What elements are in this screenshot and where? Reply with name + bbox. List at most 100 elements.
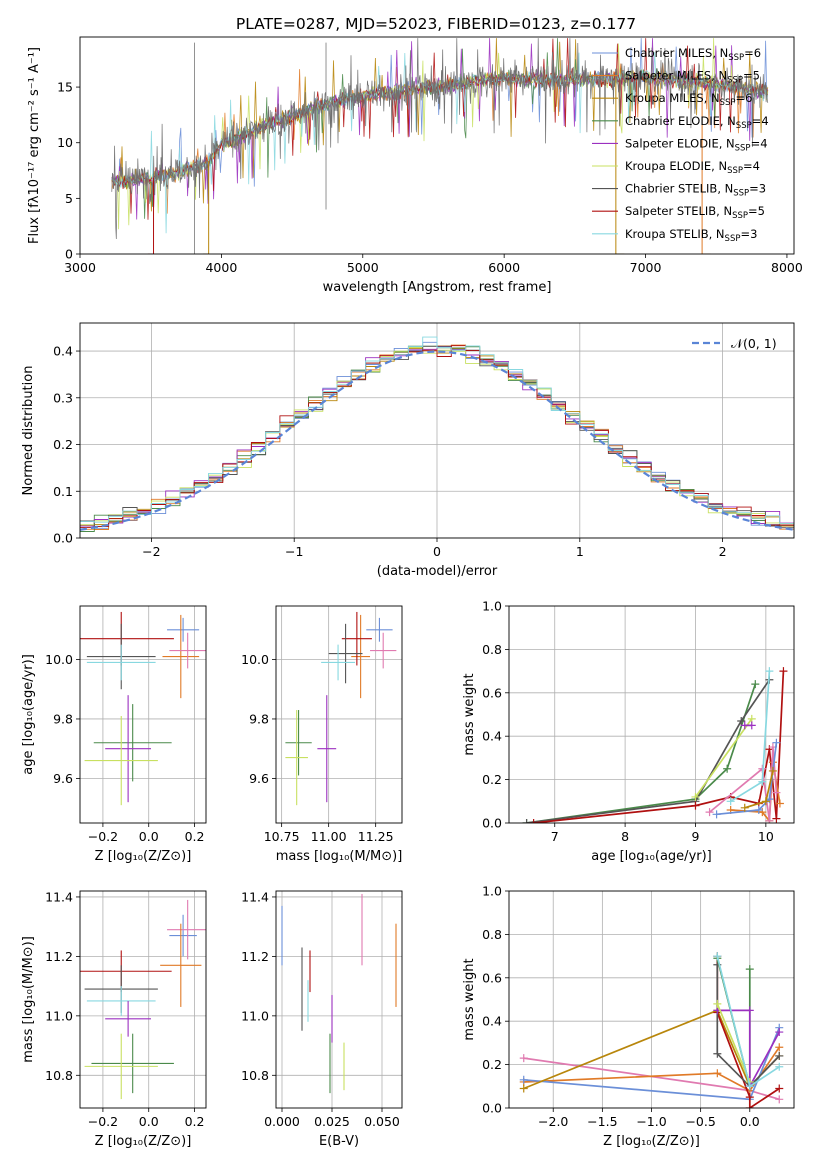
age_vs_Z-ytick-label: 9.6 — [53, 771, 73, 786]
mass_vs_Z-ylabel: mass [log₁₀(M/M⊙)] — [21, 936, 36, 1063]
residuals-ylabel: Normed distribution — [21, 366, 36, 496]
mass_weight_vs_Z-xtick-label: −1.0 — [636, 1114, 666, 1129]
mass-weight-marker — [754, 805, 763, 814]
mass-weight-marker — [745, 1093, 754, 1102]
mass-weight-marker — [775, 1095, 784, 1104]
mass-weight-marker — [772, 738, 781, 747]
legend-label-suffix: =3 — [740, 227, 757, 241]
mass-weight-marker — [519, 1075, 528, 1084]
mass_vs_Z-plot: −0.2 0.0 0.2 10.8 11.0 11.2 11.4 Z [log₁₀(Z/Z⊙)… — [21, 889, 207, 1149]
mass_vs_ebv-frame — [275, 890, 403, 1109]
mass-weight-marker — [779, 667, 788, 676]
mass_weight_vs_age-ytick-label: 0.2 — [482, 772, 502, 787]
residuals-xtick-label: −1 — [285, 544, 303, 559]
mass-weight-marker — [772, 814, 781, 823]
mass_weight_vs_Z-xtick-label: −0.5 — [685, 1114, 715, 1129]
age_vs_Z-ytick-label: 10.0 — [45, 652, 73, 667]
residuals-xtick-label: −2 — [142, 544, 160, 559]
mass_weight_vs_age-ytick-label: 1.0 — [482, 599, 502, 614]
mass-weight-marker — [775, 1028, 784, 1037]
mass_weight_vs_Z-plot: −2.0 −1.5 −1.0 −0.5 0.0 0.0 0.2 0.4 0.6 0.8 1.0 Z [… — [462, 884, 795, 1149]
spectrum-dropout-line — [615, 78, 625, 254]
plots-layer: 3000 4000 5000 6000 7000 8000051015wavelength… — [21, 36, 803, 1149]
legend-label-suffix: =5 — [743, 69, 760, 83]
mass-weight-line — [694, 718, 753, 798]
age_vs_Z-frame — [79, 605, 207, 824]
residuals-xtick-label: 1 — [576, 544, 584, 559]
mass_weight_vs_age-ylabel: mass weight — [462, 673, 477, 755]
mass_weight_vs_age-ytick-label: 0.0 — [482, 816, 502, 831]
legend-label-sub: SSP — [728, 53, 744, 63]
mass_vs_Z-ytick-label: 11.4 — [45, 889, 73, 904]
mass-weight-line — [716, 1003, 751, 1083]
mass_vs_Z-ytick-label: 10.8 — [45, 1068, 73, 1083]
mass-weight-marker — [737, 717, 746, 726]
spectrum-ytick-label: 15 — [57, 80, 73, 95]
spectrum-ytick-label: 10 — [57, 135, 73, 150]
mass_vs_Z-xtick-label: −0.2 — [88, 1114, 118, 1129]
age_vs_Z-xtick-label: 0.0 — [139, 829, 159, 844]
legend-label-sub: SSP — [727, 166, 743, 176]
mass_vs_Z-xtick-label: 0.0 — [139, 1114, 159, 1129]
legend-label-main: Salpeter STELIB, N — [625, 204, 732, 218]
age_vs_mass-xtick-label: 11.25 — [358, 829, 394, 844]
spectrum-xtick-label: 8000 — [771, 260, 803, 275]
legend-label: Kroupa MILES, NSSP=6 — [625, 91, 752, 108]
mass-weight-marker — [740, 803, 749, 812]
mass-weight-marker — [713, 1049, 722, 1058]
mass_weight_vs_Z-ytick-label: 0.0 — [482, 1101, 502, 1116]
mass_weight_vs_age-xtick-label: 10 — [758, 829, 774, 844]
mass_vs_ebv-plot-area — [276, 891, 402, 1108]
spectrum-xtick-label: 4000 — [205, 260, 237, 275]
mass_weight_vs_age-xlabel: age [log₁₀(age/yr)] — [591, 849, 712, 864]
mass_weight_vs_Z-ylabel: mass weight — [462, 958, 477, 1040]
mass_weight_vs_age-ytick-label: 0.6 — [482, 685, 502, 700]
mass-weight-marker — [745, 965, 754, 974]
mass_vs_ebv-plot: 0.000 0.025 0.050 10.8 11.0 11.2 11.4 E(B-V) — [241, 889, 403, 1149]
mass_vs_ebv-xtick-label: 0.000 — [264, 1114, 300, 1129]
mass_weight_vs_age-xtick-label: 7 — [551, 829, 559, 844]
legend-label-sub: SSP — [720, 98, 736, 108]
mass-weight-marker — [758, 777, 767, 786]
age_vs_mass-ytick-label: 9.6 — [249, 771, 269, 786]
mass_weight_vs_Z-xtick-label: −2.0 — [538, 1114, 568, 1129]
mass_vs_ebv-ytick-label: 11.0 — [241, 1008, 269, 1023]
legend-label: Chabrier STELIB, NSSP=3 — [625, 182, 766, 199]
legend-label-sub: SSP — [736, 121, 752, 131]
spectrum-plot-area — [111, 38, 769, 254]
mass_vs_ebv-ytick-label: 11.2 — [241, 949, 269, 964]
legend-label-main: Chabrier STELIB, N — [625, 182, 733, 196]
age_vs_mass-ytick-label: 10.0 — [241, 652, 269, 667]
mass-weight-line — [717, 1009, 781, 1087]
residuals-ytick-label: 0.4 — [53, 344, 73, 359]
legend-label-suffix: =4 — [752, 114, 769, 128]
mass_vs_Z-ytick-label: 11.0 — [45, 1008, 73, 1023]
mass-weight-marker — [522, 819, 531, 823]
residuals-xtick-label: 0 — [433, 544, 441, 559]
mass-weight-marker — [691, 792, 700, 801]
age_vs_Z-ylabel: age [log₁₀(age/yr)] — [21, 654, 36, 775]
mass_weight_vs_age-ytick-label: 0.4 — [482, 729, 502, 744]
mass-weight-marker — [747, 721, 756, 730]
spectrum-dropout-line — [701, 82, 711, 254]
mass-weight-marker — [726, 797, 735, 806]
mass-weight-marker — [519, 1084, 528, 1093]
mass_weight_vs_age-xtick-label: 8 — [621, 829, 629, 844]
legend-label: 𝒩(0, 1) — [731, 336, 777, 351]
mass_weight_vs_Z-frame — [508, 890, 795, 1109]
mass-weight-marker — [765, 667, 774, 676]
mass_vs_Z-ytick-label: 11.2 — [45, 949, 73, 964]
age_vs_mass-xtick-label: 10.75 — [264, 829, 300, 844]
mass-weight-marker — [529, 819, 538, 823]
residuals-xlabel: (data-model)/error — [377, 564, 498, 579]
mass-weight-marker — [775, 1051, 784, 1060]
mass-weight-marker — [713, 999, 722, 1008]
legend-label-main: Salpeter ELODIE, N — [625, 136, 735, 150]
mass_vs_Z-xlabel: Z [log₁₀(Z/Z⊙)] — [95, 1134, 192, 1149]
legend-label-suffix: =6 — [744, 46, 761, 60]
mass_weight_vs_Z-ytick-label: 0.6 — [482, 970, 502, 985]
mass-weight-marker — [713, 952, 722, 961]
legend-label-main: Kroupa STELIB, N — [625, 227, 725, 241]
mass-weight-line — [526, 683, 757, 823]
